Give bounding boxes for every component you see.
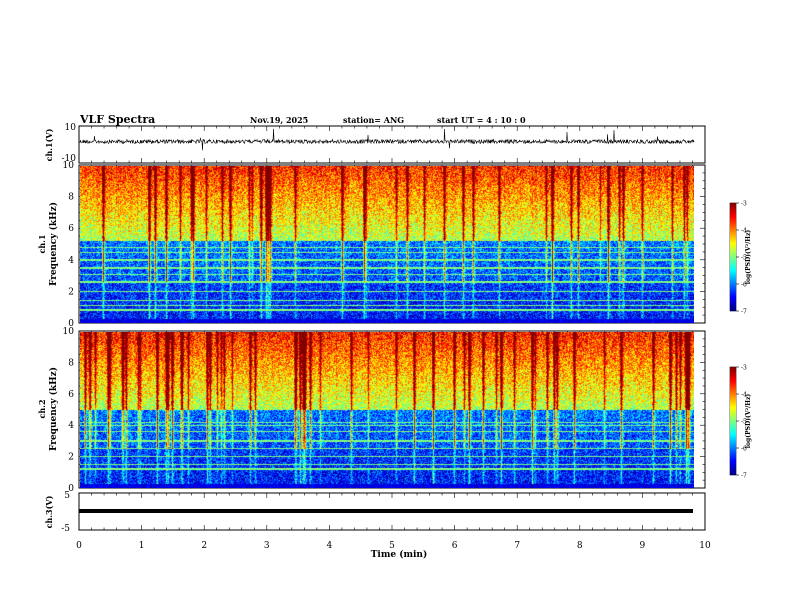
x-tick-label: 1 xyxy=(139,541,145,551)
ch2-spec-ytick-label: 8 xyxy=(68,358,74,368)
ch2-colorbar-tick-label: -5 xyxy=(741,419,747,426)
ch3-ytick-top: 5 xyxy=(64,491,70,501)
x-tick-label: 5 xyxy=(389,541,395,551)
ch1-waveform-panel: 10 -10 ch.1(V) xyxy=(44,123,706,164)
ch1-colorbar-label: log(PSD)(V²/Hz) xyxy=(745,230,752,285)
ch1-waveform-trace xyxy=(78,128,695,151)
x-tick-label: 8 xyxy=(577,541,583,551)
ch1-colorbar-tick-label: -3 xyxy=(741,201,747,208)
x-tick-label: 7 xyxy=(514,541,520,551)
ch1-spec-channel-label: ch.1 xyxy=(37,234,47,253)
ch2-spec-ytick-label: 10 xyxy=(63,327,75,337)
x-tick-label: 4 xyxy=(327,541,333,551)
ch1-spec-ytick-label: 8 xyxy=(68,193,74,203)
ch1-spec-ytick-label: 4 xyxy=(68,256,74,266)
ch2-spec-ytick-label: 0 xyxy=(68,484,74,494)
ch1-ylabel: ch.1(V) xyxy=(44,128,54,161)
x-tick-label: 0 xyxy=(76,541,82,551)
ch2-spec-ytick-label: 4 xyxy=(68,421,74,431)
x-tick-label: 3 xyxy=(264,541,270,551)
ch2-spec-channel-label: ch.2 xyxy=(37,399,47,418)
ch2-spectrogram-image xyxy=(79,331,694,488)
x-axis-label: Time (min) xyxy=(371,549,428,560)
ch1-spectrogram-image xyxy=(79,165,694,323)
ch2-colorbar-label: log(PSD)(V²/Hz) xyxy=(745,394,752,449)
ch3-waveform-trace xyxy=(79,509,693,513)
ch2-spec-ytick-label: 6 xyxy=(68,390,74,400)
figure-title: VLF Spectra xyxy=(79,113,155,126)
ch2-colorbar-tick-label: -7 xyxy=(741,473,747,480)
ch1-colorbar-tick-label: -4 xyxy=(741,228,747,235)
ch1-spec-ytick-label: 6 xyxy=(68,224,74,234)
ch1-colorbar-tick-label: -7 xyxy=(741,309,747,316)
ch1-colorbar-tick-label: -6 xyxy=(741,282,747,289)
date-label: Nov.19, 2025 xyxy=(250,115,308,125)
ch2-colorbar-tick-label: -3 xyxy=(741,365,747,372)
start-ut-label: start UT = 4 : 10 : 0 xyxy=(437,115,526,125)
x-tick-label: 2 xyxy=(201,541,207,551)
ch2-colorbar xyxy=(730,367,736,475)
x-tick-label: 6 xyxy=(452,541,458,551)
ch3-ylabel: ch.3(V) xyxy=(44,495,54,528)
ch2-colorbar-tick-label: -6 xyxy=(741,446,747,453)
x-tick-label: 9 xyxy=(640,541,646,551)
ch3-waveform-panel: 5 -5 ch.3(V) xyxy=(44,491,706,534)
ch2-spec-ytick-label: 2 xyxy=(68,453,74,463)
ch1-ytick-top: 10 xyxy=(65,123,77,133)
ch1-spec-ytick-label: 2 xyxy=(68,287,74,297)
ch2-colorbar-tick-label: -4 xyxy=(741,392,747,399)
ch1-colorbar-tick-label: -5 xyxy=(741,255,747,262)
x-tick-label: 10 xyxy=(699,541,711,551)
ch3-ytick-bottom: -5 xyxy=(61,524,70,534)
station-label: station= ANG xyxy=(343,115,404,125)
ch1-waveform-frame xyxy=(78,125,706,164)
ch1-spec-ylabel: Frequency (kHz) xyxy=(48,202,59,286)
ch1-spec-ytick-label: 10 xyxy=(63,161,75,171)
ch2-spec-ylabel: Frequency (kHz) xyxy=(48,367,59,451)
ch1-ytick-bottom: -10 xyxy=(62,154,77,164)
ch1-colorbar xyxy=(730,203,736,311)
ch1-spec-ytick-label: 0 xyxy=(68,319,74,329)
